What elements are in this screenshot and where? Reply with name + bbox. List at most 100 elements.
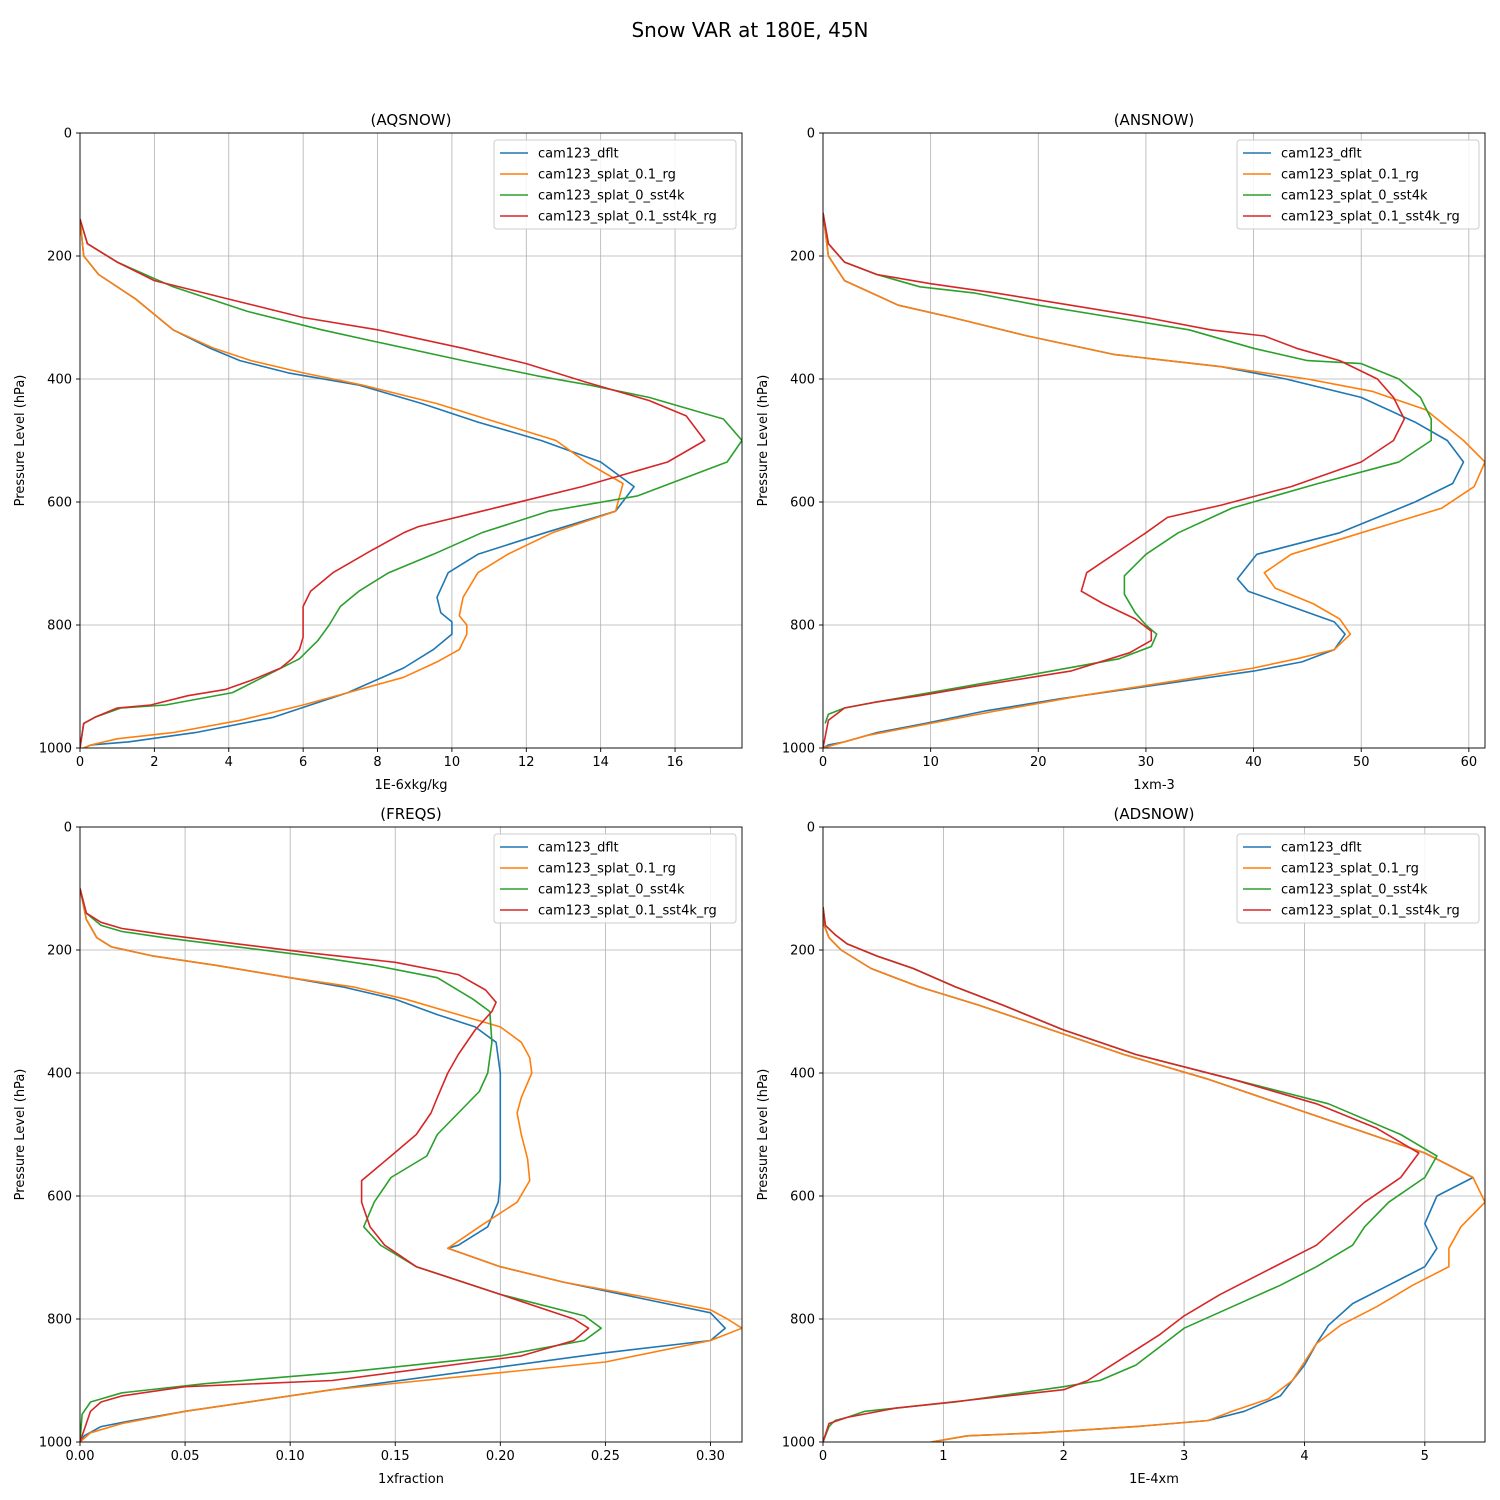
- legend-label: cam123_splat_0.1_sst4k_rg: [538, 904, 717, 919]
- series-group: [80, 218, 742, 748]
- y-tick-label: 400: [47, 373, 72, 388]
- series-line-cam123_splat_0_sst4k: [80, 218, 742, 748]
- chart-panel-3: 0.00 0.05 0.10 0.15 0.20 0.25 0.30 0 200 400 600 80…: [13, 805, 743, 1487]
- y-axis-label: Pressure Level (hPa): [13, 375, 28, 507]
- x-tick-label: 20: [1030, 755, 1047, 770]
- x-tick-label: 10: [922, 755, 939, 770]
- x-tick-label: 60: [1461, 755, 1478, 770]
- legend-label: cam123_dflt: [1281, 841, 1362, 856]
- y-tick-label: 0: [64, 127, 72, 142]
- y-tick-label: 400: [790, 1067, 815, 1082]
- series-group: [823, 212, 1485, 748]
- y-axis-label: Pressure Level (hPa): [13, 1069, 28, 1201]
- x-tick-label: 0.00: [66, 1449, 95, 1464]
- legend-label: cam123_splat_0.1_rg: [538, 862, 676, 877]
- x-axis-label: 1E-4xm: [1129, 1472, 1179, 1487]
- x-tick-label: 0.10: [276, 1449, 305, 1464]
- legend: cam123_dflt cam123_splat_0.1_rg cam123_spl…: [1236, 139, 1480, 230]
- chart-title: (ANSNOW): [1114, 111, 1195, 129]
- x-tick-label: 0.30: [696, 1449, 725, 1464]
- y-tick-label: 800: [790, 1313, 815, 1328]
- chart-panel-4: 0 1 2 3 4 5 0 200 400 600 800 1000 (ADSNOW) 1E-4xm Pre…: [756, 805, 1486, 1487]
- x-tick-label: 3: [1180, 1449, 1188, 1464]
- series-line-cam123_splat_0.1_rg: [80, 888, 742, 1442]
- x-tick-label: 16: [667, 755, 684, 770]
- y-tick-label: 600: [47, 496, 72, 511]
- y-tick-label: 200: [790, 944, 815, 959]
- series-line-cam123_splat_0_sst4k: [80, 888, 603, 1442]
- x-tick-label: 0.25: [591, 1449, 620, 1464]
- chart-panels: 0 2 4 6 8 10 12 14 1602004006008001000(AQSNOW)1E…: [13, 111, 1486, 1487]
- chart-title: (ADSNOW): [1114, 805, 1195, 823]
- chart-title: (FREQS): [380, 805, 442, 823]
- legend: cam123_dflt cam123_splat_0.1_rg cam123_spl…: [1236, 833, 1480, 924]
- y-tick-label: 400: [790, 373, 815, 388]
- series-group: [823, 906, 1485, 1442]
- x-tick-label: 4: [225, 755, 233, 770]
- figure-title: Snow VAR at 180E, 45N: [631, 18, 868, 42]
- y-tick-label: 1000: [782, 742, 815, 757]
- legend-box: [493, 139, 737, 230]
- x-tick-label: 0: [819, 1449, 827, 1464]
- y-tick-label: 1000: [782, 1436, 815, 1451]
- y-tick-label: 800: [790, 619, 815, 634]
- legend-box: [1236, 139, 1480, 230]
- legend-label: cam123_splat_0.1_sst4k_rg: [1281, 904, 1460, 919]
- y-tick-label: 1000: [39, 1436, 72, 1451]
- legend-label: cam123_splat_0_sst4k: [1281, 883, 1428, 898]
- series-line-cam123_splat_0_sst4k: [823, 212, 1432, 724]
- y-tick-label: 200: [790, 250, 815, 265]
- series-line-cam123_splat_0.1_rg: [823, 906, 1485, 1442]
- legend: cam123_dflt cam123_splat_0.1_rg cam123_spl…: [493, 833, 737, 924]
- series-line-cam123_splat_0.1_sst4k_rg: [823, 906, 1420, 1442]
- y-axis-label: Pressure Level (hPa): [756, 1069, 771, 1201]
- axes-frame: [822, 826, 1486, 1443]
- legend-label: cam123_splat_0_sst4k: [538, 189, 685, 204]
- x-tick-label: 4: [1300, 1449, 1308, 1464]
- chart-panel-1: 0 2 4 6 8 10 12 14 16 0 200 400 600 800 1000 (AQSNOW) 1E…: [13, 111, 743, 793]
- legend-label: cam123_dflt: [1281, 147, 1362, 162]
- y-tick-label: 800: [47, 619, 72, 634]
- y-tick-label: 0: [807, 127, 815, 142]
- x-tick-label: 6: [299, 755, 307, 770]
- y-tick-label: 200: [47, 944, 72, 959]
- x-tick-label: 40: [1245, 755, 1262, 770]
- series-line-cam123_splat_0.1_sst4k_rg: [80, 888, 590, 1442]
- legend-label: cam123_splat_0.1_rg: [1281, 168, 1419, 183]
- y-tick-label: 0: [807, 821, 815, 836]
- x-tick-label: 14: [592, 755, 609, 770]
- legend-label: cam123_splat_0_sst4k: [538, 883, 685, 898]
- y-tick-label: 400: [47, 1067, 72, 1082]
- chart-panel-2: 0 10 20 30 40 50 6002004006008001000(ANSNOW)1x…: [756, 111, 1486, 793]
- x-axis-label: 1xfraction: [378, 1472, 444, 1487]
- axes-frame: [822, 132, 1486, 749]
- x-tick-label: 50: [1353, 755, 1370, 770]
- y-axis-label: Pressure Level (hPa): [756, 375, 771, 507]
- y-tick-label: 600: [790, 1190, 815, 1205]
- y-tick-label: 600: [790, 496, 815, 511]
- x-tick-label: 12: [518, 755, 535, 770]
- legend-label: cam123_dflt: [538, 147, 619, 162]
- y-tick-label: 600: [47, 1190, 72, 1205]
- axes-frame: [79, 826, 743, 1443]
- x-tick-label: 30: [1138, 755, 1155, 770]
- x-tick-label: 0: [76, 755, 84, 770]
- x-tick-label: 0.20: [486, 1449, 515, 1464]
- series-line-cam123_splat_0.1_sst4k_rg: [823, 212, 1406, 748]
- x-tick-label: 8: [373, 755, 381, 770]
- legend-box: [1236, 833, 1480, 924]
- legend: cam123_dflt cam123_splat_0.1_rg cam123_spl…: [493, 139, 737, 230]
- series-line-cam123_splat_0.1_rg: [823, 212, 1485, 748]
- x-tick-label: 5: [1421, 1449, 1429, 1464]
- x-tick-label: 10: [444, 755, 461, 770]
- y-tick-label: 200: [47, 250, 72, 265]
- x-tick-label: 2: [150, 755, 158, 770]
- axes-frame: [79, 132, 743, 749]
- x-axis-label: 1E-6xkg/kg: [374, 778, 447, 793]
- legend-label: cam123_splat_0.1_rg: [538, 168, 676, 183]
- y-tick-label: 800: [47, 1313, 72, 1328]
- series-group: [80, 888, 742, 1442]
- x-axis-label: 1xm-3: [1133, 778, 1175, 793]
